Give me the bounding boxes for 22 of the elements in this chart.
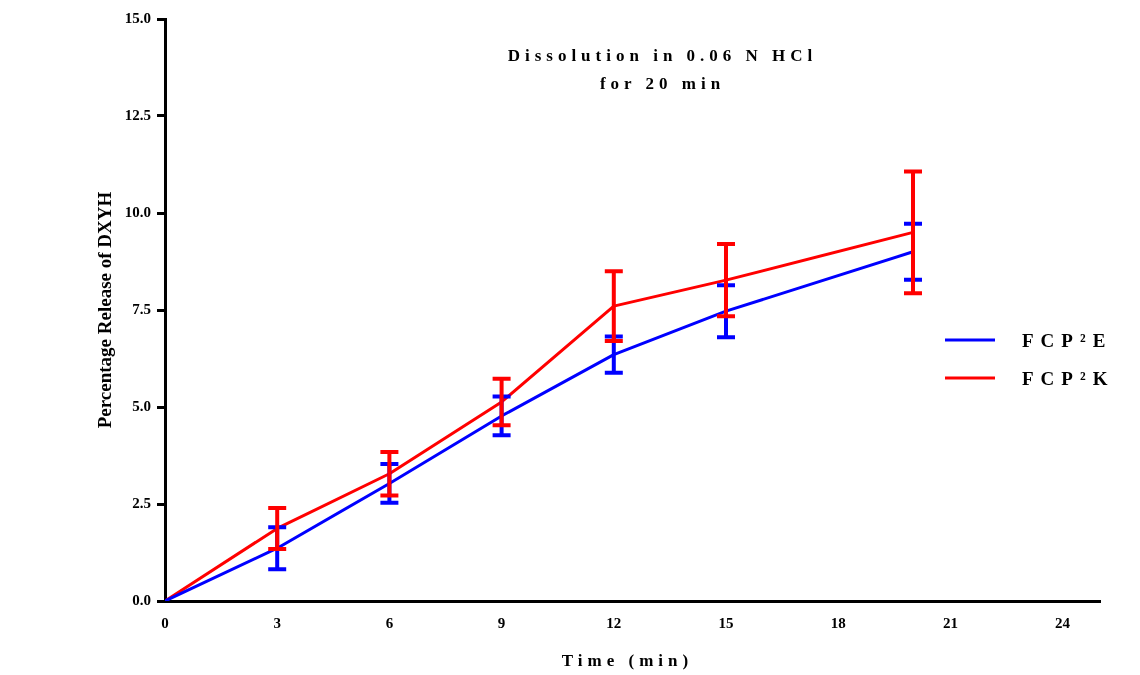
x-tick-label: 6: [385, 614, 394, 631]
x-tick-label: 12: [606, 614, 622, 631]
y-axis-title: Percentage Release of DXYH: [94, 191, 116, 429]
x-axis-title: Time (min): [561, 651, 694, 671]
text: for 20 min: [599, 74, 726, 94]
y-tick-label: 12.5: [124, 106, 151, 123]
y-tick-label: 0.0: [132, 591, 151, 608]
y-tick-label: 5.0: [132, 397, 151, 414]
y-tick-label: 7.5: [132, 300, 151, 317]
x-tick-label: 24: [1055, 614, 1071, 631]
y-tick-label: 10.0: [124, 203, 151, 220]
x-tick-label: 3: [273, 614, 281, 631]
text: Dissolution in 0.06 N HCl: [507, 46, 818, 66]
x-tick-label: 15: [718, 614, 734, 631]
legend-label: FCP²E: [1022, 329, 1113, 351]
x-tick-label: 18: [830, 614, 846, 631]
x-tick-label: 0: [161, 614, 169, 631]
x-tick-label: 9: [497, 614, 506, 631]
y-tick-label: 15.0: [124, 9, 151, 26]
x-tick-label: 21: [942, 614, 958, 631]
y-tick-label: 2.5: [132, 494, 151, 511]
legend-label: FCP²K: [1022, 367, 1115, 389]
